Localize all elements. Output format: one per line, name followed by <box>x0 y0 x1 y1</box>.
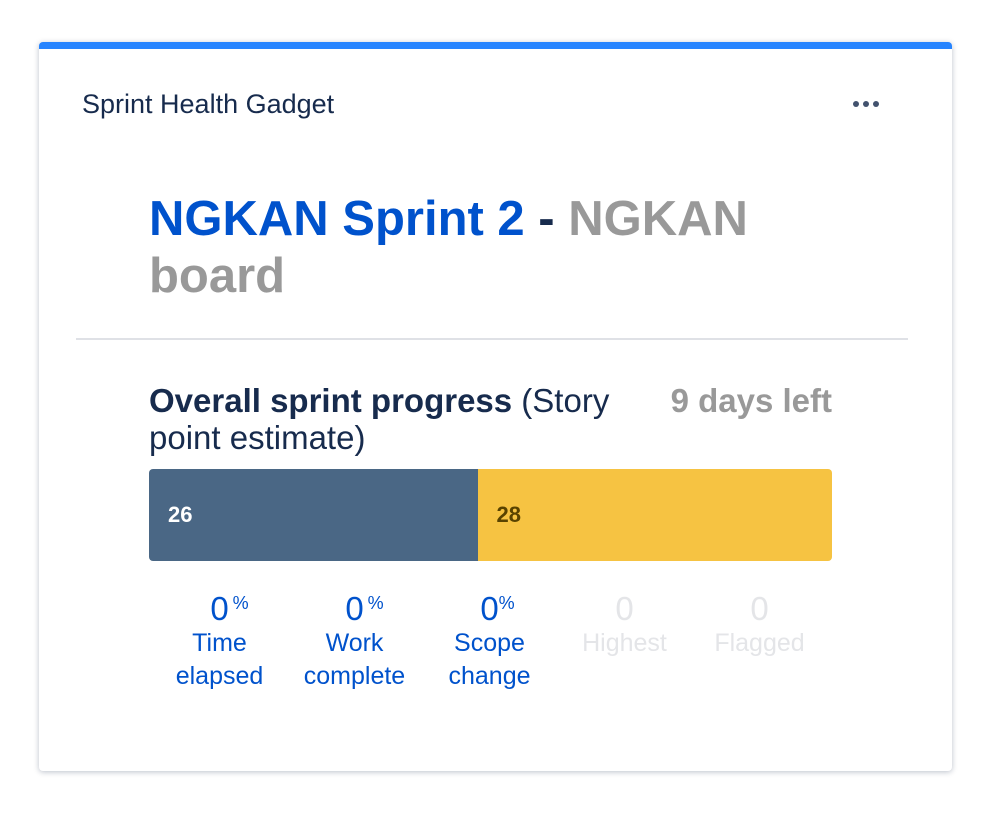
stat-label: Time <box>192 629 247 657</box>
stat-label: Scope <box>454 629 525 657</box>
progress-title-estimate: (Story point estimate) <box>149 382 610 456</box>
divider <box>76 338 908 340</box>
stat-value: 0 <box>210 590 229 627</box>
stat-label: Flagged <box>714 629 805 657</box>
sprint-separator: - <box>524 192 569 246</box>
progress-segment-todo[interactable]: 28 <box>477 469 832 561</box>
gadget-title: Sprint Health Gadget <box>82 89 335 119</box>
stat-value: 0 <box>750 590 769 627</box>
more-horizontal-icon-dot <box>873 101 879 107</box>
stat-label: Work <box>325 629 384 657</box>
progress-title-bold: Overall sprint progress <box>149 382 513 419</box>
sprint-name-link[interactable]: NGKAN Sprint 2 <box>149 192 525 246</box>
stat-value: 0 <box>615 590 634 627</box>
sprint-progress-bar: 26 28 <box>149 469 832 561</box>
stat-value: 0 <box>345 590 364 627</box>
sprint-stats: 0% Time elapsed 0% Work complete 0% Scop… <box>152 589 832 709</box>
stat-unit: % <box>367 593 384 613</box>
stat-label: Highest <box>582 629 667 657</box>
stat-work-complete[interactable]: 0% Work complete <box>287 589 422 695</box>
stat-label-line2: complete <box>303 662 406 690</box>
stat-scope-change[interactable]: 0% Scope change <box>422 589 557 695</box>
stat-label-line2: elapsed <box>175 662 264 690</box>
stat-time-elapsed[interactable]: 0% Time elapsed <box>152 589 287 695</box>
progress-segment-done[interactable]: 26 <box>149 469 478 561</box>
todo-points: 28 <box>496 502 521 527</box>
more-options-button[interactable] <box>845 92 887 116</box>
stat-value: 0 <box>480 590 499 627</box>
days-left: 9 days left <box>670 382 832 419</box>
progress-title: Overall sprint progress (Story point est… <box>149 382 669 456</box>
sprint-heading: NGKAN Sprint 2 - NGKAN board <box>149 191 829 305</box>
stat-unit: % <box>498 593 515 613</box>
more-horizontal-icon <box>853 101 859 107</box>
done-points: 26 <box>168 502 193 527</box>
stat-unit: % <box>232 593 249 613</box>
stat-label-line2: change <box>448 662 531 690</box>
board-name: NGKAN board <box>149 192 748 303</box>
more-horizontal-icon-dot <box>863 101 869 107</box>
sprint-health-gadget: Sprint Health Gadget NGKAN Sprint 2 - NG… <box>39 42 952 771</box>
stat-highest: 0 Highest <box>557 589 692 662</box>
stat-flagged: 0 Flagged <box>692 589 827 662</box>
